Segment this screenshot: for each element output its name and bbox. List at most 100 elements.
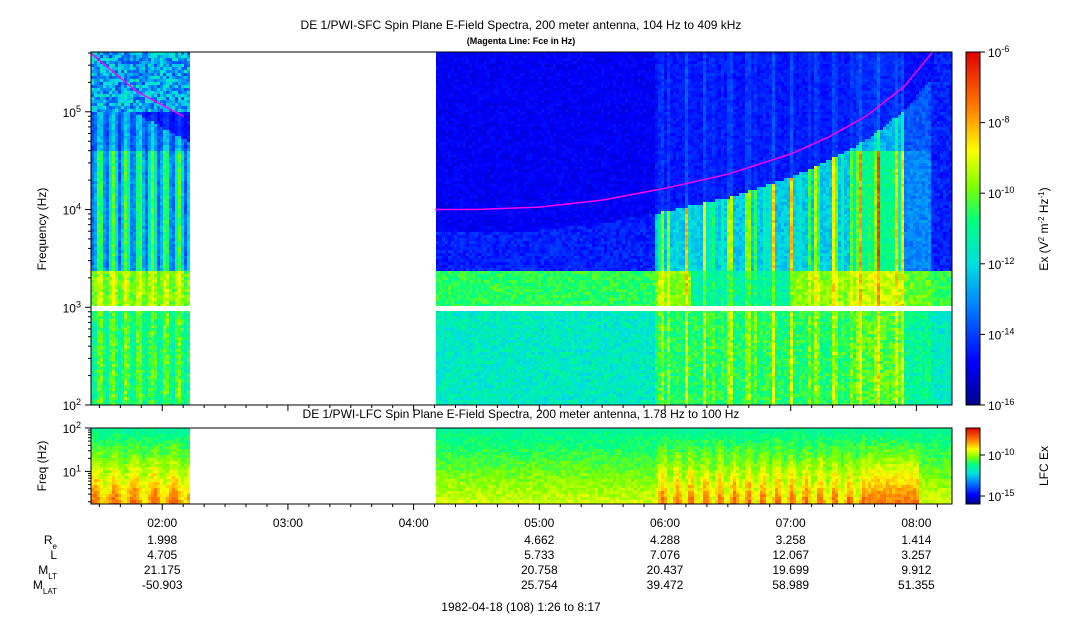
heat-cell [451, 166, 454, 169]
heat-cell [184, 127, 187, 130]
heat-cell [133, 100, 136, 103]
heat-cell [145, 73, 148, 76]
heat-cell [445, 52, 448, 55]
heat-cell [460, 247, 463, 250]
heat-cell [118, 358, 121, 361]
heat-cell [436, 70, 439, 73]
heat-cell [118, 118, 121, 121]
heat-cell [157, 151, 160, 154]
heat-cell [142, 286, 145, 289]
heat-cell [187, 316, 190, 319]
heat-cell [169, 361, 172, 364]
heat-cell [166, 319, 169, 322]
heat-cell [163, 214, 166, 217]
heat-cell [97, 397, 100, 400]
heat-cell [91, 268, 94, 271]
heat-cell [460, 145, 463, 148]
heat-cell [178, 295, 181, 298]
heat-cell [100, 337, 103, 340]
heat-cell [454, 199, 457, 202]
heat-cell [109, 190, 112, 193]
heat-cell [142, 322, 145, 325]
heat-cell [97, 178, 100, 181]
heat-cell [157, 112, 160, 115]
heat-cell [100, 130, 103, 133]
heat-cell [166, 388, 169, 391]
heat-cell [184, 148, 187, 151]
heat-cell [154, 376, 157, 379]
heat-cell [94, 79, 97, 82]
heat-cell [157, 361, 160, 364]
heat-cell [139, 214, 142, 217]
heat-cell [151, 187, 154, 190]
heat-cell [91, 64, 94, 67]
heat-cell [169, 298, 172, 301]
heat-cell [151, 283, 154, 286]
heat-cell [181, 139, 184, 142]
heat-cell [454, 139, 457, 142]
heat-cell [127, 268, 130, 271]
heat-cell [136, 205, 139, 208]
heat-cell [457, 181, 460, 184]
heat-cell [148, 361, 151, 364]
heat-cell [436, 112, 439, 115]
heat-cell [97, 52, 100, 55]
heat-cell [169, 343, 172, 346]
heat-cell [175, 325, 178, 328]
heat-cell [160, 184, 163, 187]
heat-cell [157, 385, 160, 388]
heat-cell [463, 169, 466, 172]
heat-cell [181, 217, 184, 220]
heat-cell [106, 211, 109, 214]
heat-cell [448, 268, 451, 271]
heat-cell [436, 211, 439, 214]
heat-cell [448, 169, 451, 172]
heat-cell [121, 157, 124, 160]
heat-cell [154, 355, 157, 358]
heat-cell [178, 133, 181, 136]
heat-cell [178, 154, 181, 157]
heat-cell [103, 61, 106, 64]
heat-cell [436, 172, 439, 175]
heat-cell [148, 154, 151, 157]
heat-cell [187, 280, 190, 283]
heat-cell [130, 196, 133, 199]
heat-cell [169, 349, 172, 352]
heat-cell [139, 262, 142, 265]
heat-cell [169, 373, 172, 376]
heat-cell [115, 394, 118, 397]
heat-cell [166, 268, 169, 271]
heat-cell [181, 193, 184, 196]
heat-cell [91, 196, 94, 199]
heat-cell [145, 76, 148, 79]
heat-cell [178, 94, 181, 97]
heat-cell [139, 85, 142, 88]
heat-cell [121, 346, 124, 349]
heat-cell [151, 85, 154, 88]
heat-cell [136, 130, 139, 133]
heat-cell [181, 352, 184, 355]
heat-cell [457, 247, 460, 250]
heat-cell [184, 271, 187, 274]
heat-cell [439, 106, 442, 109]
heat-cell [145, 241, 148, 244]
heat-cell [166, 181, 169, 184]
heat-cell [103, 286, 106, 289]
heat-cell [109, 319, 112, 322]
heat-cell [148, 157, 151, 160]
heat-cell [181, 145, 184, 148]
heat-cell [178, 349, 181, 352]
heat-cell [175, 247, 178, 250]
heat-cell [457, 217, 460, 220]
heat-cell [139, 139, 142, 142]
heat-cell [118, 190, 121, 193]
heat-cell [109, 388, 112, 391]
heat-cell [166, 316, 169, 319]
heat-cell [109, 391, 112, 394]
heat-cell [169, 253, 172, 256]
heat-cell [106, 247, 109, 250]
heat-cell [103, 55, 106, 58]
heat-cell [145, 331, 148, 334]
heat-cell [436, 325, 439, 328]
heat-cell [118, 79, 121, 82]
